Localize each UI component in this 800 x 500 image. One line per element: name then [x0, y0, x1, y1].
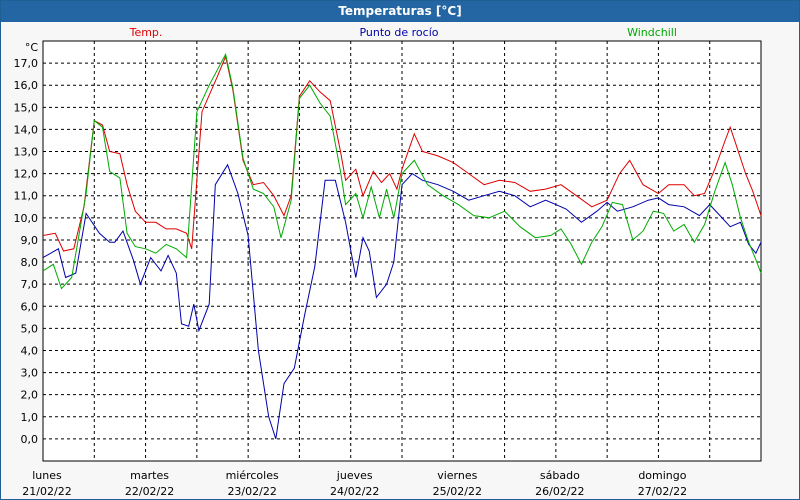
y-tick-label: 1,0: [21, 411, 39, 424]
y-tick-label: 12,0: [14, 168, 39, 181]
y-tick-label: 17,0: [14, 57, 39, 70]
y-tick-label: 13,0: [14, 146, 39, 159]
series-line-0: [42, 54, 762, 252]
x-day-label: viernes: [437, 469, 477, 482]
x-day-label: jueves: [336, 469, 373, 482]
chart-title: Temperaturas [°C]: [1, 1, 799, 22]
x-day-label: martes: [130, 469, 169, 482]
series-line-2: [42, 52, 762, 290]
y-tick-label: 9,0: [21, 234, 39, 247]
x-date-label: 24/02/22: [330, 485, 379, 498]
y-tick-label: 0,0: [21, 433, 39, 446]
legend-entry-2: Windchill: [627, 26, 677, 39]
x-date-label: 23/02/22: [227, 485, 276, 498]
y-tick-label: 14,0: [14, 123, 39, 136]
y-tick-label: 4,0: [21, 344, 39, 357]
y-tick-label: 8,0: [21, 256, 39, 269]
x-date-label: 21/02/22: [22, 485, 71, 498]
y-tick-label: 2,0: [21, 389, 39, 402]
x-day-label: sábado: [540, 469, 580, 482]
series-line-1: [42, 163, 762, 440]
y-tick-label: 6,0: [21, 300, 39, 313]
y-tick-label: 11,0: [14, 190, 39, 203]
y-tick-label: 15,0: [14, 101, 39, 114]
x-day-label: miércoles: [226, 469, 279, 482]
x-date-label: 27/02/22: [638, 485, 687, 498]
legend-entry-0: Temp.: [129, 26, 163, 39]
y-tick-label: 7,0: [21, 278, 39, 291]
x-date-label: 26/02/22: [535, 485, 584, 498]
y-tick-label: 5,0: [21, 322, 39, 335]
x-date-label: 25/02/22: [433, 485, 482, 498]
y-tick-label: 3,0: [21, 367, 39, 380]
x-date-label: 22/02/22: [125, 485, 174, 498]
x-day-label: lunes: [32, 469, 62, 482]
y-tick-label: 16,0: [14, 79, 39, 92]
legend-entry-1: Punto de rocío: [359, 26, 438, 39]
y-tick-label: 10,0: [14, 212, 39, 225]
x-day-label: domingo: [638, 469, 686, 482]
y-axis-unit: °C: [25, 41, 39, 54]
